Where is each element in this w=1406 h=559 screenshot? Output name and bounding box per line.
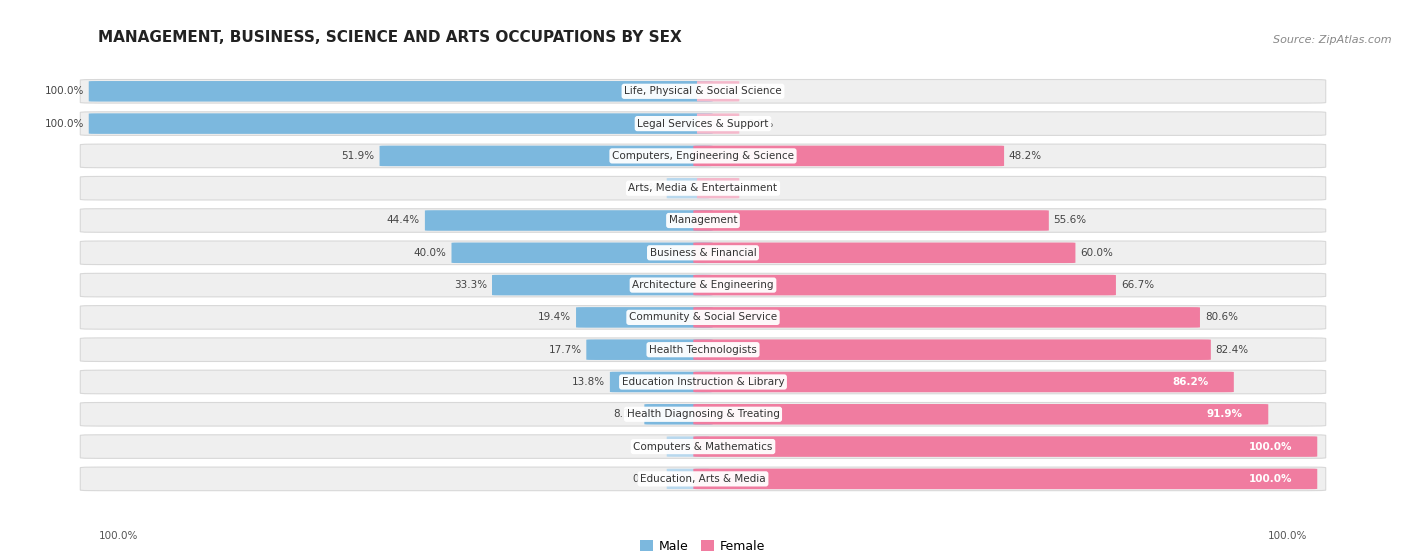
Text: 55.6%: 55.6% [1053,215,1087,225]
Text: 100.0%: 100.0% [1249,474,1292,484]
Text: Architecture & Engineering: Architecture & Engineering [633,280,773,290]
Text: 100.0%: 100.0% [45,86,84,96]
FancyBboxPatch shape [693,146,1004,166]
FancyBboxPatch shape [492,275,713,295]
FancyBboxPatch shape [380,146,713,166]
FancyBboxPatch shape [666,178,709,198]
FancyBboxPatch shape [80,402,1326,426]
FancyBboxPatch shape [451,243,713,263]
Text: Arts, Media & Entertainment: Arts, Media & Entertainment [628,183,778,193]
Text: 44.4%: 44.4% [387,215,420,225]
FancyBboxPatch shape [697,178,740,198]
Text: 17.7%: 17.7% [548,345,582,355]
Text: 100.0%: 100.0% [98,531,138,541]
FancyBboxPatch shape [693,468,1317,489]
FancyBboxPatch shape [697,81,740,102]
Text: 8.1%: 8.1% [613,409,640,419]
Text: 0.0%: 0.0% [633,474,658,484]
Text: Computers, Engineering & Science: Computers, Engineering & Science [612,151,794,161]
Text: 0.0%: 0.0% [748,183,773,193]
FancyBboxPatch shape [586,339,713,360]
Text: 33.3%: 33.3% [454,280,486,290]
FancyBboxPatch shape [644,404,713,424]
FancyBboxPatch shape [80,306,1326,329]
Text: 40.0%: 40.0% [413,248,447,258]
FancyBboxPatch shape [666,437,709,457]
FancyBboxPatch shape [89,113,713,134]
FancyBboxPatch shape [693,372,1234,392]
Text: 51.9%: 51.9% [342,151,375,161]
FancyBboxPatch shape [80,79,1326,103]
FancyBboxPatch shape [693,339,1211,360]
FancyBboxPatch shape [693,275,1116,295]
Text: Education Instruction & Library: Education Instruction & Library [621,377,785,387]
Text: 91.9%: 91.9% [1206,409,1243,419]
Text: Education, Arts & Media: Education, Arts & Media [640,474,766,484]
Text: Legal Services & Support: Legal Services & Support [637,119,769,129]
FancyBboxPatch shape [80,370,1326,394]
FancyBboxPatch shape [666,468,709,489]
FancyBboxPatch shape [693,404,1268,424]
Text: Health Diagnosing & Treating: Health Diagnosing & Treating [627,409,779,419]
FancyBboxPatch shape [80,467,1326,491]
Text: MANAGEMENT, BUSINESS, SCIENCE AND ARTS OCCUPATIONS BY SEX: MANAGEMENT, BUSINESS, SCIENCE AND ARTS O… [98,30,682,45]
FancyBboxPatch shape [80,144,1326,168]
Text: 82.4%: 82.4% [1216,345,1249,355]
FancyBboxPatch shape [80,435,1326,458]
Text: Computers & Mathematics: Computers & Mathematics [633,442,773,452]
Text: 100.0%: 100.0% [1249,442,1292,452]
Text: 0.0%: 0.0% [748,119,773,129]
FancyBboxPatch shape [610,372,713,392]
FancyBboxPatch shape [80,241,1326,264]
Text: Health Technologists: Health Technologists [650,345,756,355]
FancyBboxPatch shape [693,437,1317,457]
Text: 100.0%: 100.0% [1268,531,1308,541]
Text: 100.0%: 100.0% [45,119,84,129]
Text: 66.7%: 66.7% [1121,280,1154,290]
FancyBboxPatch shape [80,112,1326,135]
Text: Business & Financial: Business & Financial [650,248,756,258]
Text: 0.0%: 0.0% [633,183,658,193]
FancyBboxPatch shape [89,81,713,102]
FancyBboxPatch shape [576,307,713,328]
Text: 60.0%: 60.0% [1080,248,1114,258]
Text: Management: Management [669,215,737,225]
Text: 48.2%: 48.2% [1010,151,1042,161]
Text: Life, Physical & Social Science: Life, Physical & Social Science [624,86,782,96]
Text: 80.6%: 80.6% [1205,312,1237,323]
Text: Source: ZipAtlas.com: Source: ZipAtlas.com [1274,35,1392,45]
Text: 19.4%: 19.4% [538,312,571,323]
FancyBboxPatch shape [693,210,1049,231]
FancyBboxPatch shape [697,113,740,134]
Text: 86.2%: 86.2% [1173,377,1208,387]
Text: 0.0%: 0.0% [748,86,773,96]
Legend: Male, Female: Male, Female [636,535,770,558]
Text: 13.8%: 13.8% [572,377,605,387]
FancyBboxPatch shape [80,273,1326,297]
FancyBboxPatch shape [80,209,1326,233]
FancyBboxPatch shape [425,210,713,231]
FancyBboxPatch shape [693,307,1199,328]
Text: 0.0%: 0.0% [633,442,658,452]
FancyBboxPatch shape [693,243,1076,263]
FancyBboxPatch shape [80,338,1326,362]
FancyBboxPatch shape [80,177,1326,200]
Text: Community & Social Service: Community & Social Service [628,312,778,323]
